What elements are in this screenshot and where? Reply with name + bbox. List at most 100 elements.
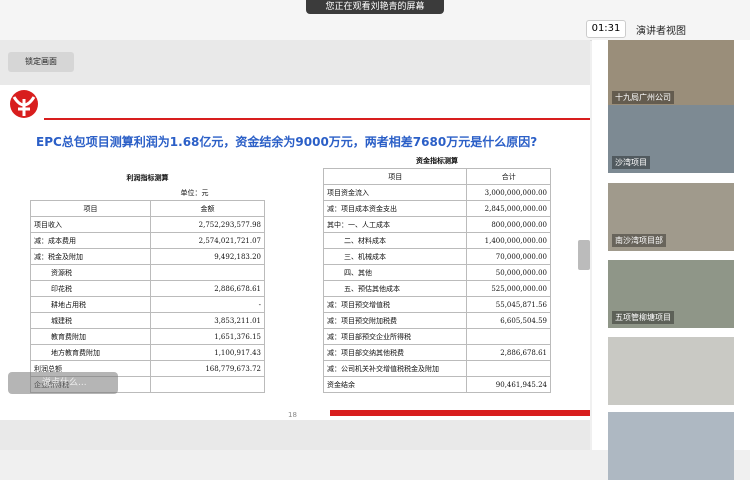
row-amount	[466, 328, 551, 345]
table-row: 其中：一、人工成本 800,000,000.00	[322, 216, 551, 233]
row-label: 耕地占用税	[30, 296, 151, 313]
row-label: 三、机械成本	[322, 248, 468, 265]
row-label: 减：项目预交附加税费	[322, 312, 468, 329]
column-header: 合计	[466, 168, 551, 185]
row-label: 减：税金及附加	[30, 248, 151, 265]
table-row: 耕地占用税 -	[30, 296, 266, 313]
video-thumbnail[interactable]: 十九局广州公司	[608, 40, 734, 108]
table-title: 利润指标测算	[126, 172, 169, 182]
row-amount: 1,400,000,000.00	[466, 232, 551, 249]
participant-name: 十九局广州公司	[612, 91, 674, 104]
row-label: 减：项目成本资金支出	[322, 200, 468, 217]
slide-title: EPC总包项目测算利润为1.68亿元，资金结余为9000万元，两者相差7680万…	[36, 135, 538, 149]
row-amount: 2,845,000,000.00	[466, 200, 551, 217]
row-label: 城建税	[30, 312, 151, 329]
slide-decor	[10, 90, 590, 416]
table-row: 项目资金流入 3,000,000,000.00	[322, 184, 551, 201]
table-title: 资金指标测算	[416, 155, 458, 165]
row-label: 地方教育费附加	[30, 344, 151, 361]
participant-name: 南沙湾项目部	[612, 234, 666, 247]
chat-input[interactable]: 说点什么...	[8, 372, 118, 394]
row-label: 减：公司机关补交增值税税金及附加	[322, 360, 468, 377]
view-switch[interactable]: 演讲者视图	[636, 26, 686, 37]
unit: 单位：元	[180, 188, 209, 197]
row-label: 资金结余	[322, 376, 468, 393]
row-amount: 1,100,917.43	[149, 344, 266, 361]
unit-row: 单位：元	[31, 185, 265, 201]
table-row: 减：项目预交附加税费 6,605,504.59	[322, 312, 551, 329]
participant-panel: 十九局广州公司 沙湾项目南沙湾项目部 五项管柳塘项目	[592, 40, 750, 480]
table-row: 资金结余 90,461,945.24	[322, 376, 551, 393]
row-label: 印花税	[30, 280, 151, 297]
row-amount: 800,000,000.00	[466, 216, 551, 233]
row-label: 项目收入	[30, 216, 151, 233]
row-label: 二、材料成本	[322, 232, 468, 249]
table-row: 减：成本费用 2,574,021,721.07	[30, 232, 266, 249]
table-row: 项目收入 2,752,293,577.98	[30, 216, 266, 233]
profit-table: 利润指标测算单位：元项目 金额 项目收入 2,752,293,577.98 减：成本费用…	[30, 170, 266, 393]
timer: 01:31	[586, 20, 626, 38]
page-number: 18	[288, 411, 297, 419]
row-label: 其中：一、人工成本	[322, 216, 468, 233]
table-row: 四、其他 50,000,000.00	[322, 264, 551, 281]
row-amount: 1,651,376.15	[149, 328, 266, 345]
row-amount: 2,574,021,721.07	[149, 232, 266, 249]
row-label: 资源税	[30, 264, 151, 281]
row-label: 五、预估其他成本	[322, 280, 468, 297]
row-amount: 3,000,000,000.00	[466, 184, 551, 201]
table-row: 城建税 3,853,211.01	[30, 312, 266, 329]
fund-table: 资金指标测算项目 合计 项目资金流入 3,000,000,000.00 减：项目成本资金…	[322, 153, 551, 393]
table-row: 减：税金及附加 9,492,183.20	[30, 248, 266, 265]
row-amount: 168,779,673.72	[149, 360, 266, 377]
table-row: 三、机械成本 70,000,000.00	[322, 248, 551, 265]
row-amount: 525,000,000.00	[466, 280, 551, 297]
table-row: 五、预估其他成本 525,000,000.00	[322, 280, 551, 297]
row-amount: 2,886,678.61	[149, 280, 266, 297]
row-label: 减：项目部预交企业所得税	[322, 328, 468, 345]
table-row: 地方教育费附加 1,100,917.43	[30, 344, 266, 361]
table-row: 印花税 2,886,678.61	[30, 280, 266, 297]
sharing-banner[interactable]: 您正在观看刘艳青的屏幕	[306, 0, 444, 14]
video-thumbnail[interactable]: 五项管柳塘项目	[608, 260, 734, 328]
table-row: 减：项目成本资金支出 2,845,000,000.00	[322, 200, 551, 217]
row-amount: 2,886,678.61	[466, 344, 551, 361]
collapse-handle[interactable]	[578, 240, 590, 270]
video-thumbnail[interactable]: 南沙湾项目部	[608, 183, 734, 251]
row-amount: 3,853,211.01	[149, 312, 266, 329]
row-label: 减：项目部交纳其他税费	[322, 344, 468, 361]
table-row: 减：项目部交纳其他税费 2,886,678.61	[322, 344, 551, 361]
row-amount: 9,492,183.20	[149, 248, 266, 265]
participant-name: 五项管柳塘项目	[612, 311, 674, 324]
table-row: 减：项目预交增值税 55,045,871.56	[322, 296, 551, 313]
table-row: 二、材料成本 1,400,000,000.00	[322, 232, 551, 249]
column-header: 项目	[322, 168, 468, 185]
title-row: 资金指标测算	[324, 153, 551, 169]
row-label: 减：成本费用	[30, 232, 151, 249]
column-header: 项目	[30, 200, 151, 217]
row-amount	[149, 264, 266, 281]
header-row: 项目 合计	[322, 168, 551, 185]
title-row: 利润指标测算	[31, 170, 265, 185]
row-amount: 6,605,504.59	[466, 312, 551, 329]
row-label: 四、其他	[322, 264, 468, 281]
row-amount: 90,461,945.24	[466, 376, 551, 393]
row-amount: 50,000,000.00	[466, 264, 551, 281]
video-thumbnail[interactable]: 沙湾项目	[608, 105, 734, 173]
row-amount: 70,000,000.00	[466, 248, 551, 265]
row-amount	[149, 376, 266, 393]
row-label: 教育费附加	[30, 328, 151, 345]
video-thumbnail[interactable]	[608, 412, 734, 480]
row-amount	[466, 360, 551, 377]
lock-button[interactable]: 锁定画面	[8, 52, 74, 72]
table-row: 资源税	[30, 264, 266, 281]
row-label: 减：项目预交增值税	[322, 296, 468, 313]
row-amount: 55,045,871.56	[466, 296, 551, 313]
table-row: 减：项目部预交企业所得税	[322, 328, 551, 345]
participant-name: 沙湾项目	[612, 156, 650, 169]
video-thumbnail[interactable]	[608, 337, 734, 405]
row-amount: -	[149, 296, 266, 313]
table-row: 教育费附加 1,651,376.15	[30, 328, 266, 345]
row-amount: 2,752,293,577.98	[149, 216, 266, 233]
header-row: 项目 金额	[30, 200, 266, 217]
